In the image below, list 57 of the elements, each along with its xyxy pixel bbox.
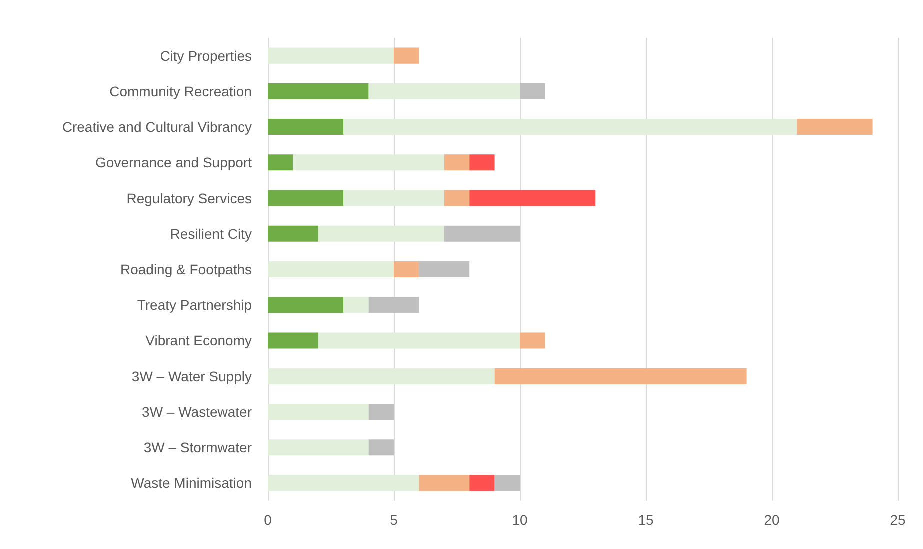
x-tick-label: 20 xyxy=(764,512,780,528)
y-tick-label: Treaty Partnership xyxy=(137,297,252,314)
y-tick-label: Regulatory Services xyxy=(126,190,252,206)
y-tick-label: Roading & Footpaths xyxy=(120,262,252,278)
y-tick-label: Governance and Support xyxy=(96,154,252,171)
bar xyxy=(268,332,318,349)
bar xyxy=(344,297,369,314)
x-tick-label: 0 xyxy=(264,512,272,528)
bar xyxy=(444,154,470,171)
bar xyxy=(520,332,546,349)
bar xyxy=(494,368,747,384)
bar xyxy=(344,119,798,136)
bar xyxy=(344,190,444,206)
y-tick-label: 3W – Wastewater xyxy=(142,404,252,420)
bar xyxy=(368,297,420,314)
y-tick-label: Waste Minimisation xyxy=(131,475,252,492)
y-tick-label: Vibrant Economy xyxy=(146,332,252,349)
bar xyxy=(268,475,420,492)
bar xyxy=(520,83,546,100)
bar xyxy=(318,226,444,242)
bar xyxy=(470,190,596,206)
bar xyxy=(394,261,420,278)
x-tick-label: 10 xyxy=(512,512,528,528)
bar xyxy=(268,404,369,420)
bar xyxy=(268,261,394,278)
bar xyxy=(268,297,344,314)
bar xyxy=(444,190,470,206)
x-tick-label: 25 xyxy=(890,512,906,528)
bar xyxy=(293,154,444,171)
bar xyxy=(419,475,470,492)
y-tick-label: Creative and Cultural Vibrancy xyxy=(62,119,252,136)
bar xyxy=(368,404,394,420)
bar xyxy=(268,48,394,64)
bar xyxy=(419,261,470,278)
y-tick-label: 3W – Stormwater xyxy=(144,440,252,456)
bar xyxy=(268,368,495,384)
bar xyxy=(268,119,344,136)
y-tick-label: City Properties xyxy=(160,48,252,64)
x-tick-label: 5 xyxy=(390,512,398,528)
bar xyxy=(268,154,294,171)
bar xyxy=(368,83,520,100)
y-tick-label: 3W – Water Supply xyxy=(132,368,252,384)
bar xyxy=(318,332,520,349)
bar xyxy=(268,83,369,100)
x-tick-label: 15 xyxy=(638,512,654,528)
bar xyxy=(797,119,873,136)
y-tick-label: Resilient City xyxy=(170,226,252,242)
bar xyxy=(470,475,495,492)
bar xyxy=(268,440,369,456)
bar xyxy=(268,226,318,242)
bar xyxy=(394,48,420,64)
bar xyxy=(470,154,495,171)
bar xyxy=(444,226,520,242)
y-tick-label: Community Recreation xyxy=(110,83,252,100)
bar xyxy=(494,475,520,492)
bar xyxy=(268,190,344,206)
bar xyxy=(368,440,394,456)
